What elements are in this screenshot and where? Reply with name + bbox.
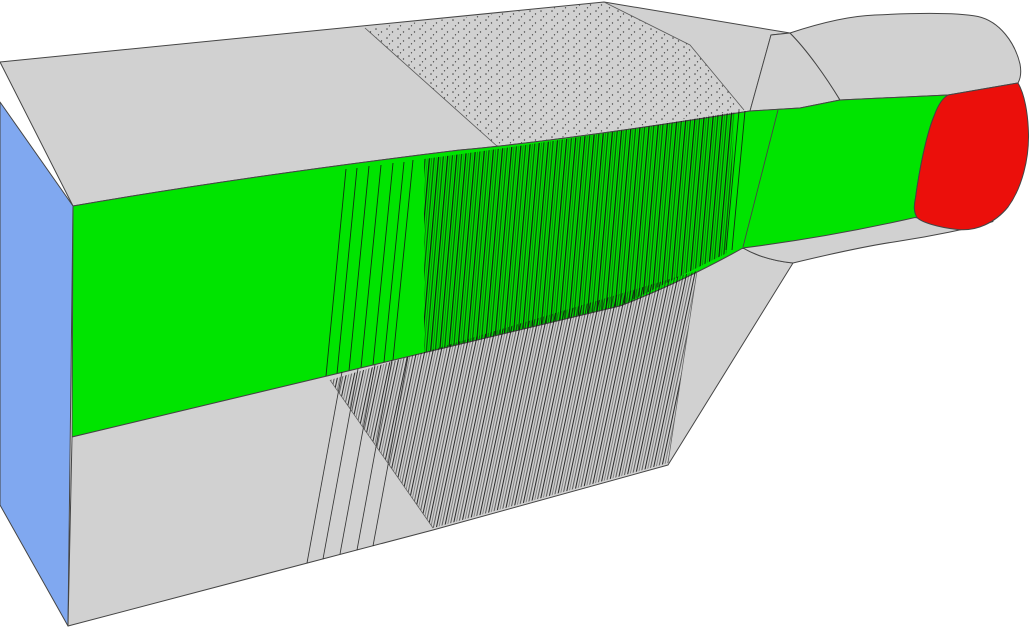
pipe-start-section-edge [742,109,779,248]
outlet-face [913,82,1030,231]
pipe-top-face [789,12,1022,101]
porous-zone-mid-fill [424,112,735,353]
porous-zone-top [364,1,745,148]
sparse-mesh-lines-gray [306,356,409,564]
porous-zone-bottom-fill [330,271,697,528]
porous-zone-bottom-left-edge [329,379,434,529]
porous-zone-bottom [306,270,698,564]
porous-zone-bottom-right-edge [667,270,698,464]
sparse-mesh-lines-green [325,110,746,377]
porous-zone-mid [325,109,779,377]
porous-zone-top-fill [365,2,744,147]
porous-zone-top-left-edge [364,27,499,148]
porous-zone-top-right-edge [603,1,745,111]
